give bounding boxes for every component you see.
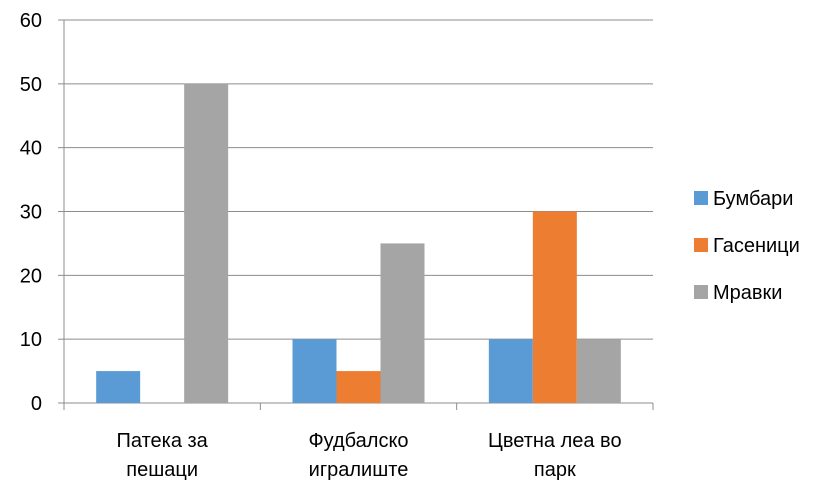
bar-1-1 <box>96 371 141 403</box>
x-category-label-line: Патека за <box>117 430 209 452</box>
legend-label-3: Мравки <box>713 282 782 304</box>
x-category-label-line: парк <box>534 459 576 481</box>
legend-swatch-1 <box>694 191 708 205</box>
y-tick-label: 40 <box>20 138 42 160</box>
x-category-labels: Патека за пешаци Фудбалско игралиште Цветна … <box>117 430 622 481</box>
y-tick-label: 20 <box>20 265 42 287</box>
x-category-label: Цветна леа во парк <box>488 430 622 481</box>
bar-1-3 <box>488 339 533 403</box>
bar-1-2 <box>292 339 337 403</box>
y-tick-labels: 0 10 20 30 40 50 60 <box>20 10 42 415</box>
legend-label-2: Гасеници <box>713 235 800 257</box>
y-tick-label: 50 <box>20 74 42 96</box>
y-tick-label: 0 <box>31 393 42 415</box>
legend-swatch-3 <box>694 285 708 299</box>
x-category-label: Патека за пешаци <box>117 430 209 481</box>
bar-3-1 <box>184 83 229 403</box>
bar-2-3 <box>532 211 577 403</box>
x-category-label-line: Цветна леа во <box>488 430 622 452</box>
y-tick-label: 10 <box>20 329 42 351</box>
x-category-label-line: Фудбалско <box>308 430 408 452</box>
bars <box>96 83 621 403</box>
legend-label-1: Бумбари <box>713 188 793 210</box>
x-category-label: Фудбалско игралиште <box>308 430 408 481</box>
bar-3-2 <box>380 243 425 403</box>
bar-2-2 <box>336 371 381 403</box>
x-category-label-line: пешаци <box>126 459 198 481</box>
y-tick-label: 30 <box>20 202 42 224</box>
bar-3-3 <box>576 339 621 403</box>
legend: Бумбари Гасеници Мравки <box>694 188 800 304</box>
x-category-label-line: игралиште <box>309 459 409 481</box>
y-tick-label: 60 <box>20 10 42 32</box>
legend-swatch-2 <box>694 238 708 252</box>
